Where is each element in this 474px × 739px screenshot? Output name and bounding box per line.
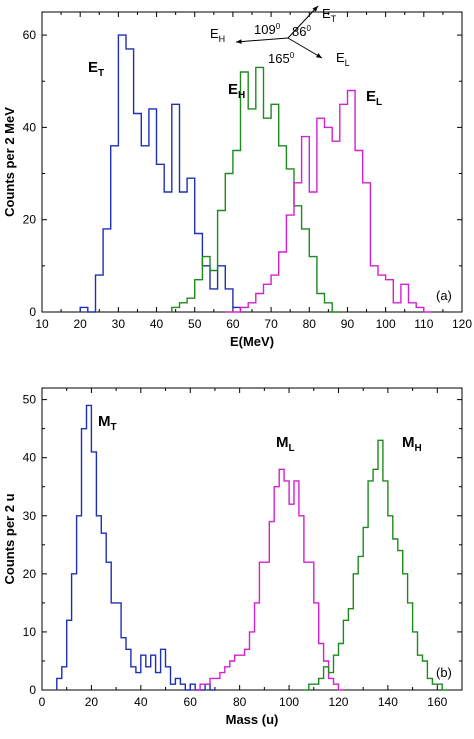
- y-tick-label: 50: [23, 393, 37, 407]
- x-tick-label: 80: [233, 695, 247, 709]
- x-tick-label: 120: [452, 317, 472, 331]
- series-label-e-t: ET: [88, 59, 104, 79]
- inset-label-el: EL: [336, 50, 350, 68]
- y-axis-label: Counts per 2 u: [2, 493, 17, 584]
- arrow-eh-head: [236, 39, 242, 44]
- plot-frame: [41, 11, 463, 313]
- inset-angle-109: 1090: [254, 22, 281, 37]
- plot-frame: [41, 387, 463, 691]
- series-m-t-line: [56, 404, 215, 691]
- arrow-et-head: [312, 6, 318, 12]
- x-tick-label: 110: [414, 317, 433, 331]
- series-m-l-line: [195, 468, 344, 691]
- series-label-m-l: ML: [276, 434, 295, 454]
- x-tick-label: 90: [341, 317, 355, 331]
- x-tick-label: 100: [279, 695, 299, 709]
- series-e-l-line: [225, 89, 432, 313]
- x-tick-label: 80: [303, 317, 317, 331]
- y-tick-label: 10: [23, 625, 37, 639]
- x-axis-label: E(MeV): [230, 334, 274, 349]
- series-label-e-h: EH: [228, 81, 245, 101]
- x-axis-label: Mass (u): [226, 712, 279, 727]
- series-m-h-line: [303, 439, 448, 691]
- x-tick-label: 60: [184, 695, 198, 709]
- chart-panel-a: 10 20 30 40 50 60 70 80 90 100 110 120 0 20 40 60 E(MeV)…: [2, 5, 472, 349]
- x-tick-label: 30: [112, 317, 126, 331]
- x-tick-label: 40: [150, 317, 164, 331]
- y-tick-label: 40: [23, 451, 37, 465]
- y-tick-label: 20: [23, 567, 37, 581]
- series-label-e-l: EL: [366, 88, 382, 108]
- x-tick-label: 70: [264, 317, 278, 331]
- arrow-el-head: [316, 53, 322, 58]
- inset-angle-165: 1650: [268, 51, 295, 66]
- x-tick-label: 100: [376, 317, 396, 331]
- series-label-m-t: MT: [98, 413, 117, 433]
- x-tick-label: 60: [226, 317, 240, 331]
- series-label-m-h: MH: [402, 434, 422, 454]
- x-tick-label: 120: [328, 695, 348, 709]
- y-tick-label: 60: [23, 28, 37, 42]
- y-axis-label: Counts per 2 MeV: [2, 107, 17, 217]
- x-tick-label: 50: [188, 317, 202, 331]
- arrow-et: [287, 5, 319, 39]
- y-tick-label: 20: [23, 213, 37, 227]
- x-tick-label: 140: [378, 695, 398, 709]
- momentum-inset-diagram: ET EH EL 1090 860 1650: [210, 5, 350, 68]
- panel-label: (b): [436, 665, 452, 680]
- inset-label-et: ET: [322, 6, 337, 24]
- x-tick-label: 40: [134, 695, 148, 709]
- arrow-el: [287, 37, 323, 59]
- y-tick-label: 0: [29, 683, 36, 697]
- inset-angle-86: 860: [292, 24, 311, 39]
- y-tick-label: 0: [29, 305, 36, 319]
- y-tick-label: 40: [23, 120, 37, 134]
- y-tick-label: 30: [23, 509, 37, 523]
- arrow-eh: [235, 37, 289, 43]
- x-tick-label: 20: [85, 695, 99, 709]
- panel-label: (a): [436, 288, 452, 303]
- inset-label-eh: EH: [210, 26, 225, 44]
- x-tick-label: 20: [74, 317, 88, 331]
- x-tick-label: 10: [35, 317, 49, 331]
- x-tick-label: 0: [39, 695, 46, 709]
- series-e-t-line: [79, 34, 242, 313]
- chart-panel-b: 0 20 40 60 80 100 120 140 160 0 10 20 30 40 50 Mass (u)…: [2, 387, 463, 727]
- series-e-h-line: [171, 66, 340, 313]
- x-tick-label: 160: [427, 695, 447, 709]
